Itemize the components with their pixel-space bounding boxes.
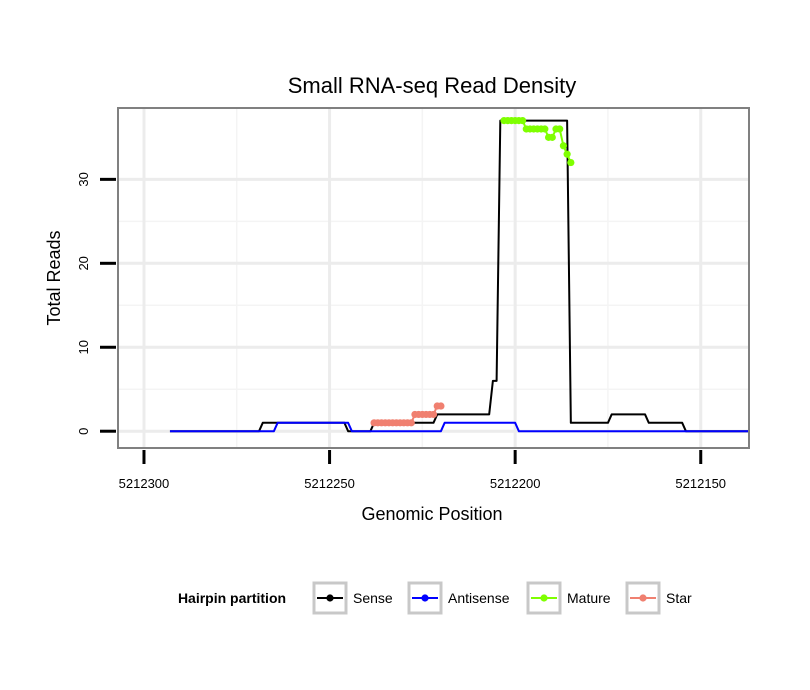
sense-series [169,119,749,433]
star-point [437,402,445,410]
y-tick-label: 0 [76,428,91,435]
chart-title: Small RNA-seq Read Density [288,73,577,98]
legend-key-point [639,594,647,602]
star-point [407,419,415,427]
x-tick-label: 5212300 [119,476,170,491]
legend-item-antisense: Antisense [407,581,510,615]
x-tick-label: 5212250 [304,476,355,491]
mature-series [500,116,575,167]
y-axis: 0 10 20 30 [76,172,116,435]
legend-label: Star [666,590,692,606]
antisense-line [169,421,749,433]
legend-label: Antisense [448,590,510,606]
y-tick-label: 10 [76,340,91,354]
legend-key-point [540,594,548,602]
x-axis: 5212300 5212250 5212200 5212150 [119,450,726,491]
legend-key-point [326,594,334,602]
y-tick-label: 20 [76,256,91,270]
plot-border [117,107,750,449]
mature-point [556,125,564,133]
mature-point [541,125,549,133]
legend-item-sense: Sense [312,581,393,615]
star-point [429,410,438,419]
legend-key-point [421,594,429,602]
legend-item-mature: Mature [526,581,611,615]
x-tick-label: 5212200 [490,476,541,491]
sense-line [169,119,749,433]
star-series [370,402,445,427]
legend-label: Mature [567,590,611,606]
legend-label: Sense [353,590,393,606]
mature-point [518,116,527,125]
mature-point [567,158,575,167]
mature-point [548,133,556,141]
mature-point [559,142,568,150]
legend: Hairpin partition Sense Antisense Mature St… [178,581,692,615]
x-axis-title: Genomic Position [361,504,502,524]
y-axis-title: Total Reads [44,230,64,325]
y-tick-label: 30 [76,172,91,186]
series-layer [169,116,749,433]
legend-item-star: Star [625,581,692,615]
legend-title: Hairpin partition [178,590,286,606]
x-tick-label: 5212150 [675,476,726,491]
mature-point [563,150,571,158]
plot-panel [118,108,749,448]
antisense-series [169,421,749,433]
